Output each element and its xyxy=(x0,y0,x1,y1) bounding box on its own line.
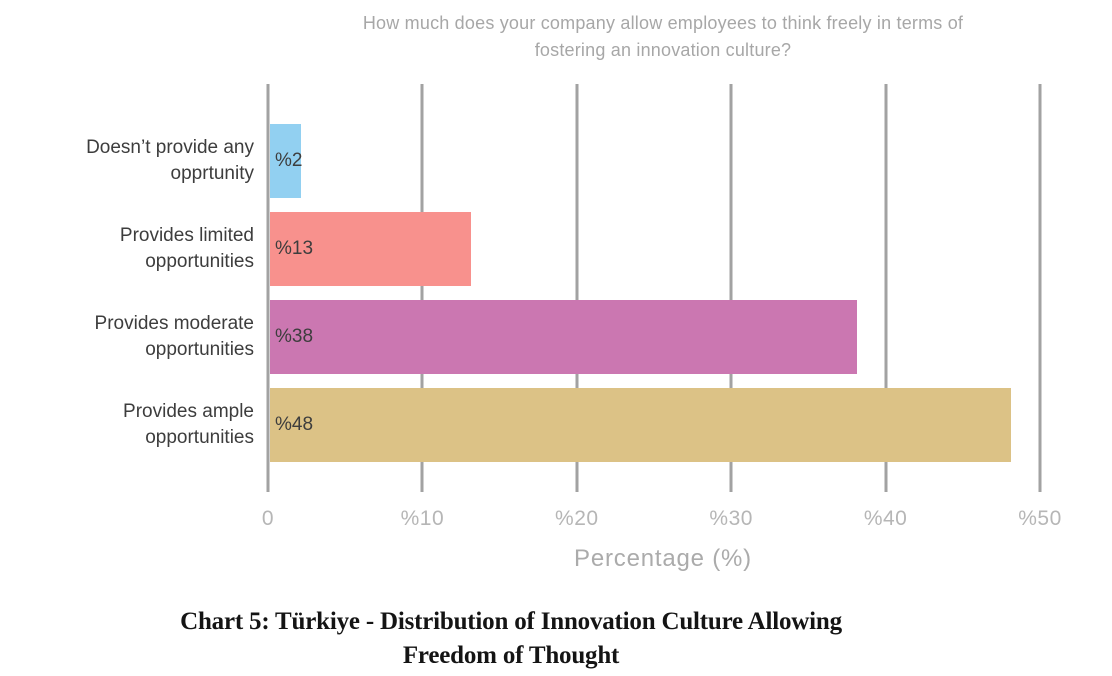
category-label-2: Provides limited opportunities xyxy=(0,212,254,286)
gridline xyxy=(729,84,733,492)
category-label-3: Provides moderate opportunities xyxy=(0,300,254,374)
category-label-line: opportunities xyxy=(145,427,254,448)
bar-value-label: %38 xyxy=(275,326,314,347)
bar-3: %38 xyxy=(270,300,857,374)
bar-value-label: %13 xyxy=(275,238,314,259)
plot-area: %2 %13 %38 %48 xyxy=(266,84,1042,492)
category-label-4: Provides ample opportunities xyxy=(0,388,254,462)
bar-4: %48 xyxy=(270,388,1012,462)
x-tick-label: %30 xyxy=(709,507,753,530)
chart-caption: Chart 5: Türkiye - Distribution of Innov… xyxy=(0,605,1022,673)
category-label-line: opprtunity xyxy=(170,163,254,184)
x-tick-label: %50 xyxy=(1018,507,1062,530)
bar-value-label: %48 xyxy=(275,414,314,435)
category-label-line: Provides ample xyxy=(123,401,254,422)
x-tick-label: %10 xyxy=(400,507,445,530)
bar-value-label: %2 xyxy=(275,150,303,171)
category-label-line: opportunities xyxy=(145,251,254,272)
bar-2: %13 xyxy=(270,212,471,286)
gridline xyxy=(884,84,888,492)
x-axis-label: Percentage (%) xyxy=(574,545,752,572)
chart-caption-line-2: Freedom of Thought xyxy=(402,642,620,669)
x-tick-label: 0 xyxy=(261,507,275,530)
gridline xyxy=(575,84,579,492)
x-tick-label: %40 xyxy=(863,507,908,530)
category-label-line: Provides limited xyxy=(119,225,254,246)
chart-title-line-2: fostering an innovation culture? xyxy=(534,40,792,60)
category-label-line: Doesn’t provide any xyxy=(86,137,254,158)
gridline xyxy=(420,84,424,492)
category-label-1: Doesn’t provide any opprtunity xyxy=(0,124,254,198)
chart-caption-line-1: Chart 5: Türkiye - Distribution of Innov… xyxy=(180,608,842,635)
category-label-line: opportunities xyxy=(145,339,254,360)
category-label-line: Provides moderate xyxy=(94,313,254,334)
gridline xyxy=(266,84,270,492)
chart-title-line-1: How much does your company allow employe… xyxy=(362,13,964,33)
gridline xyxy=(1038,84,1042,492)
bar-1: %2 xyxy=(270,124,303,198)
chart-title: How much does your company allow employe… xyxy=(163,10,1112,64)
x-tick-label: %20 xyxy=(555,507,599,530)
